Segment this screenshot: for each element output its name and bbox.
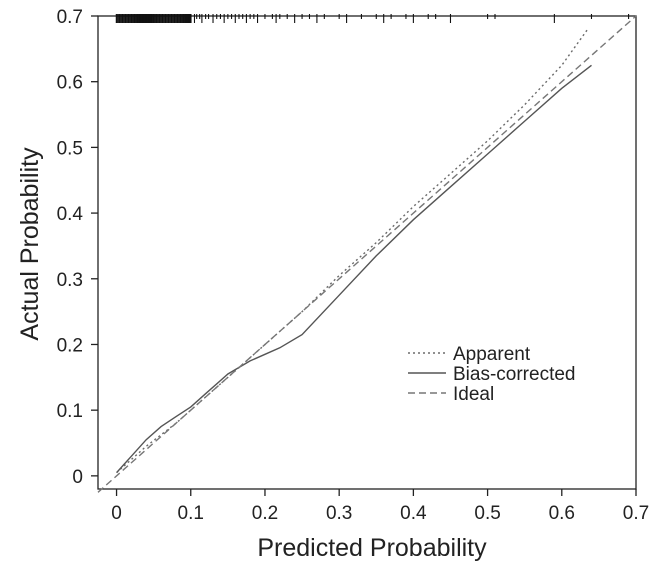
legend-label-apparent: Apparent <box>453 344 531 365</box>
legend-label-bias-corrected: Bias-corrected <box>453 364 576 385</box>
x-tick-label: 0.2 <box>252 503 278 524</box>
series-line-apparent <box>116 28 589 474</box>
x-tick-label: 0.6 <box>549 503 575 524</box>
y-tick-label: 0.7 <box>57 7 83 28</box>
x-tick-label: 0 <box>111 503 122 524</box>
y-tick-label: 0.4 <box>57 204 84 225</box>
series-layer <box>97 15 637 493</box>
plot-area-border <box>97 15 637 490</box>
legend-label-ideal: Ideal <box>453 384 494 405</box>
x-tick-label: 0.5 <box>474 503 500 524</box>
x-tick-label: 0.4 <box>400 503 427 524</box>
series-line-ideal <box>97 15 637 493</box>
x-tick-label: 0.7 <box>623 503 649 524</box>
series-line-bias-corrected <box>116 64 592 474</box>
x-tick-label: 0.1 <box>178 503 204 524</box>
y-tick-label: 0 <box>72 467 83 488</box>
y-tick-label: 0.1 <box>57 401 83 422</box>
tick-layer: 0 0.1 0.2 0.3 0.4 0.5 0.6 0.7 0 0.1 0.2 0.3 0.4 0.5 0.… <box>57 7 649 524</box>
y-axis-title: Actual Probability <box>16 147 44 341</box>
plot-frame-layer <box>97 15 637 490</box>
x-axis-title: Predicted Probability <box>257 534 487 562</box>
y-tick-label: 0.3 <box>57 270 83 291</box>
y-tick-label: 0.2 <box>57 335 83 356</box>
rug-layer <box>115 14 630 23</box>
x-tick-label: 0.3 <box>326 503 352 524</box>
y-tick-label: 0.5 <box>57 138 83 159</box>
y-tick-label: 0.6 <box>57 73 83 94</box>
